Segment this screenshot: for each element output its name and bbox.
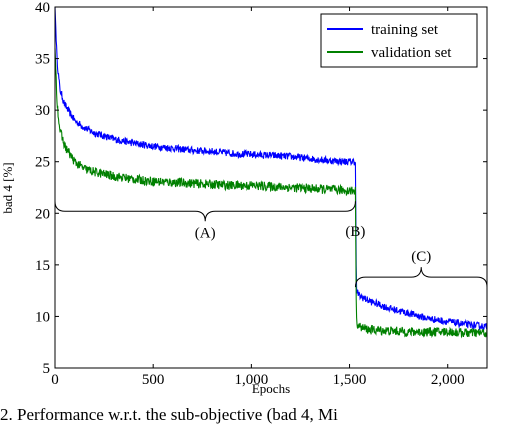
annotation-label: (B) (345, 224, 365, 240)
x-axis-label: Epochs (252, 381, 290, 396)
figure-caption: 2. Performance w.r.t. the sub-objective … (0, 405, 338, 424)
y-tick-label: 40 (35, 0, 50, 16)
annotation-brace (354, 267, 488, 288)
x-tick-label: 0 (51, 372, 59, 388)
annotation-label: (C) (411, 249, 431, 265)
x-tick-label: 500 (142, 372, 165, 388)
legend-box (320, 13, 478, 68)
legend: training set validation set (320, 13, 478, 68)
y-axis-label: bad 4 [%] (0, 162, 15, 213)
y-tick-label: 15 (35, 258, 50, 274)
series-line-validation (54, 48, 488, 339)
y-tick-label: 5 (43, 361, 51, 377)
y-tick-label: 10 (35, 309, 50, 325)
y-tick-label: 30 (35, 103, 50, 119)
x-tick-label: 2,000 (431, 372, 465, 388)
x-tick-label: 1,500 (333, 372, 367, 388)
x-tick-label: 1,000 (234, 372, 268, 388)
legend-label-training: training set (371, 22, 439, 38)
ticks-layer: 0 500 1,000 1,500 2,000 5 10 15 20 25 30 35 40 (35, 0, 487, 388)
chart: 0 500 1,000 1,500 2,000 5 10 15 20 25 30 35 40 (A) (B… (0, 0, 488, 396)
plot-frame (54, 6, 488, 369)
y-tick-label: 20 (35, 206, 50, 222)
annotation-brace (54, 201, 356, 222)
annotation-layer: (A) (B) (C) (54, 201, 488, 288)
legend-label-validation: validation set (371, 45, 452, 61)
series-layer (54, 6, 488, 339)
y-tick-label: 35 (35, 52, 50, 68)
series-line-training (54, 6, 488, 332)
y-tick-label: 25 (35, 155, 50, 171)
annotation-label: (A) (195, 225, 216, 241)
